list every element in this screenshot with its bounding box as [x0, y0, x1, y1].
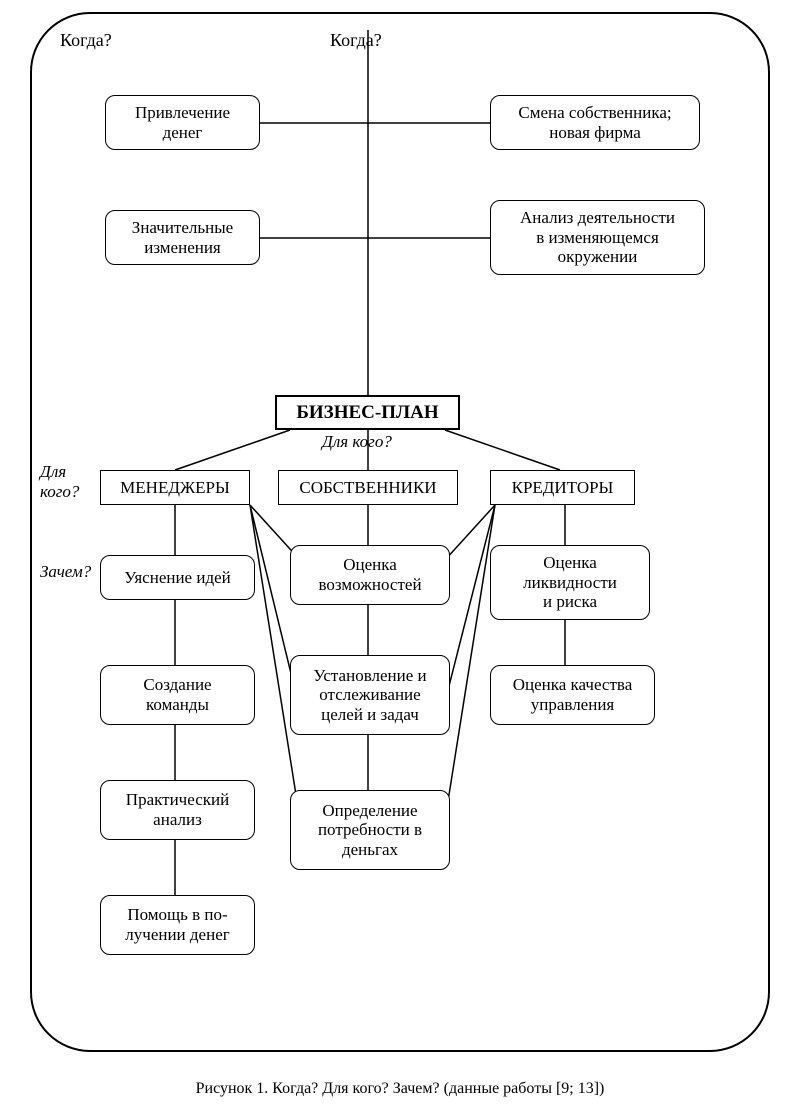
- node-business-plan: БИЗНЕС-ПЛАН: [275, 395, 460, 430]
- node-o1: Оценкавозможностей: [290, 545, 450, 605]
- node-activity-analysis: Анализ деятельностив изменяющемсяокружен…: [490, 200, 705, 275]
- node-owners: СОБСТВЕННИКИ: [278, 470, 458, 505]
- node-creditors: КРЕДИТОРЫ: [490, 470, 635, 505]
- node-c1: Оценкаликвидностии риска: [490, 545, 650, 620]
- label-for-whom-left: Длякого?: [40, 462, 79, 502]
- diagram-page: Когда? Когда? Для кого? Длякого? Зачем? …: [0, 0, 800, 1113]
- node-attract-money: Привлечениеденег: [105, 95, 260, 150]
- label-for-whom-center: Для кого?: [322, 432, 392, 452]
- node-m3: Практическийанализ: [100, 780, 255, 840]
- node-m4: Помощь в по-лучении денег: [100, 895, 255, 955]
- label-when-left: Когда?: [60, 30, 112, 51]
- node-o2: Установление иотслеживаниецелей и задач: [290, 655, 450, 735]
- node-m1: Уяснение идей: [100, 555, 255, 600]
- node-o3: Определениепотребности вденьгах: [290, 790, 450, 870]
- node-m2: Созданиекоманды: [100, 665, 255, 725]
- label-when-right: Когда?: [330, 30, 382, 51]
- label-why-left: Зачем?: [40, 562, 91, 582]
- node-managers: МЕНЕДЖЕРЫ: [100, 470, 250, 505]
- node-significant-changes: Значительныеизменения: [105, 210, 260, 265]
- node-c2: Оценка качествауправления: [490, 665, 655, 725]
- node-owner-change: Смена собственника;новая фирма: [490, 95, 700, 150]
